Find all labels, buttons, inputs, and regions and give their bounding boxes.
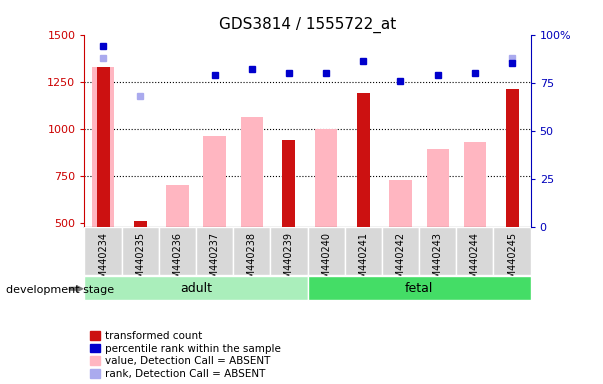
Bar bbox=[203, 136, 226, 227]
FancyBboxPatch shape bbox=[270, 227, 308, 275]
Bar bbox=[96, 66, 110, 227]
Text: GSM440234: GSM440234 bbox=[98, 232, 108, 291]
Text: GSM440235: GSM440235 bbox=[135, 232, 145, 291]
Bar bbox=[315, 129, 337, 227]
Text: GSM440242: GSM440242 bbox=[396, 232, 405, 291]
Bar bbox=[166, 185, 189, 227]
FancyBboxPatch shape bbox=[84, 227, 122, 275]
FancyBboxPatch shape bbox=[233, 227, 270, 275]
FancyBboxPatch shape bbox=[382, 227, 419, 275]
FancyBboxPatch shape bbox=[345, 227, 382, 275]
Legend: transformed count, percentile rank within the sample, value, Detection Call = AB: transformed count, percentile rank withi… bbox=[90, 331, 281, 379]
Text: GSM440243: GSM440243 bbox=[433, 232, 443, 291]
FancyBboxPatch shape bbox=[308, 227, 345, 275]
Text: GSM440244: GSM440244 bbox=[470, 232, 480, 291]
Bar bbox=[241, 118, 263, 227]
Text: GSM440240: GSM440240 bbox=[321, 232, 331, 291]
FancyBboxPatch shape bbox=[419, 227, 456, 275]
FancyBboxPatch shape bbox=[456, 227, 493, 275]
Text: GSM440239: GSM440239 bbox=[284, 232, 294, 291]
Text: GSM440236: GSM440236 bbox=[172, 232, 182, 291]
Text: development stage: development stage bbox=[6, 285, 114, 295]
Bar bbox=[92, 66, 114, 227]
Bar bbox=[426, 149, 449, 227]
FancyBboxPatch shape bbox=[308, 276, 531, 300]
FancyBboxPatch shape bbox=[493, 227, 531, 275]
FancyBboxPatch shape bbox=[196, 227, 233, 275]
Text: GSM440238: GSM440238 bbox=[247, 232, 257, 291]
FancyBboxPatch shape bbox=[84, 276, 308, 300]
Text: GSM440245: GSM440245 bbox=[507, 232, 517, 291]
Text: adult: adult bbox=[180, 281, 212, 295]
Bar bbox=[282, 140, 295, 227]
FancyBboxPatch shape bbox=[122, 227, 159, 275]
Bar bbox=[134, 221, 147, 227]
Title: GDS3814 / 1555722_at: GDS3814 / 1555722_at bbox=[219, 17, 396, 33]
Bar bbox=[505, 89, 519, 227]
Bar bbox=[357, 93, 370, 227]
Bar bbox=[390, 179, 412, 227]
Text: GSM440241: GSM440241 bbox=[358, 232, 368, 291]
FancyBboxPatch shape bbox=[159, 227, 196, 275]
Text: GSM440237: GSM440237 bbox=[210, 232, 219, 291]
Bar bbox=[464, 142, 486, 227]
Text: fetal: fetal bbox=[405, 281, 434, 295]
